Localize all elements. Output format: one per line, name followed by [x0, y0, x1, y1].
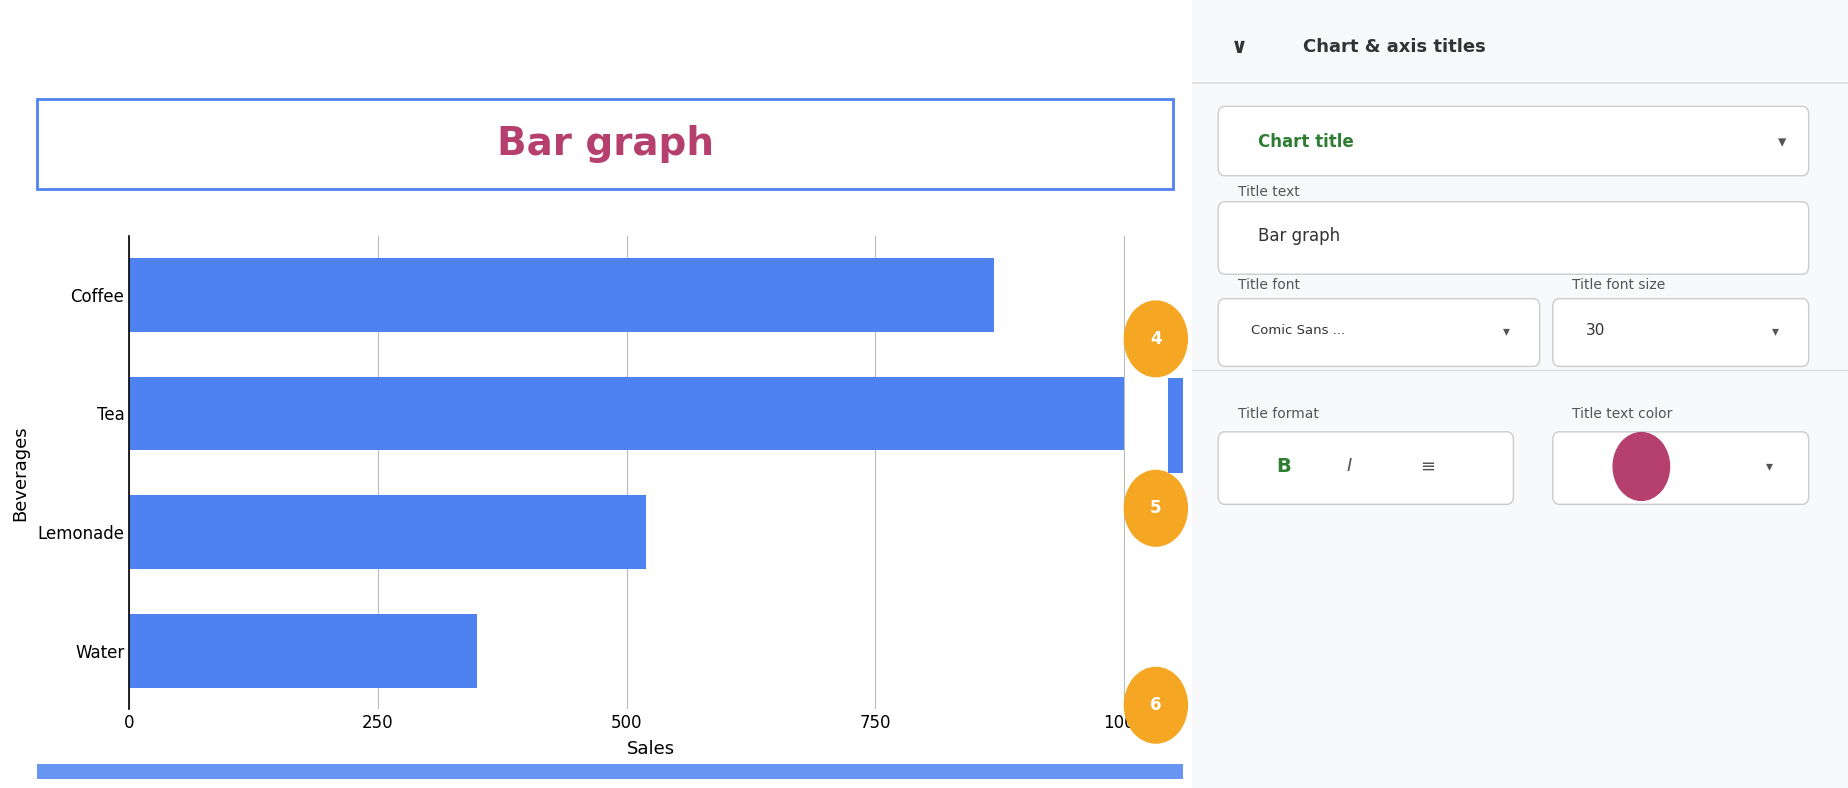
Bar — [129, 258, 994, 332]
Text: B: B — [1277, 457, 1292, 476]
FancyBboxPatch shape — [1552, 299, 1809, 366]
Text: Chart & axis titles: Chart & axis titles — [1303, 39, 1486, 56]
X-axis label: Sales: Sales — [626, 741, 676, 758]
Bar — [129, 377, 1124, 450]
Text: Bar graph: Bar graph — [497, 125, 713, 163]
Text: ▾: ▾ — [1778, 133, 1787, 151]
Text: Comic Sans ...: Comic Sans ... — [1251, 325, 1345, 337]
FancyBboxPatch shape — [1218, 432, 1514, 504]
Circle shape — [1124, 301, 1188, 377]
Text: 6: 6 — [1149, 697, 1162, 714]
Text: Chart title: Chart title — [1257, 133, 1353, 151]
Text: Title font: Title font — [1238, 278, 1299, 292]
Text: 5: 5 — [1149, 500, 1162, 517]
Text: Title text color: Title text color — [1573, 407, 1672, 421]
FancyBboxPatch shape — [1168, 378, 1183, 473]
Circle shape — [1613, 433, 1669, 500]
Y-axis label: Beverages: Beverages — [11, 425, 30, 521]
FancyBboxPatch shape — [1552, 432, 1809, 504]
Text: Title font size: Title font size — [1573, 278, 1665, 292]
Text: 4: 4 — [1149, 330, 1162, 348]
Text: ▾: ▾ — [1767, 459, 1772, 474]
FancyBboxPatch shape — [1218, 299, 1539, 366]
FancyBboxPatch shape — [1218, 106, 1809, 176]
FancyBboxPatch shape — [1218, 202, 1809, 274]
Text: I: I — [1347, 458, 1353, 475]
Circle shape — [1124, 667, 1188, 743]
Text: 30: 30 — [1586, 323, 1604, 339]
Text: ∨: ∨ — [1231, 37, 1247, 58]
Bar — [129, 496, 647, 569]
FancyBboxPatch shape — [37, 764, 1183, 779]
Text: ▾: ▾ — [1772, 324, 1780, 338]
FancyBboxPatch shape — [1192, 0, 1848, 788]
Text: ▾: ▾ — [1504, 324, 1510, 338]
Text: ≡: ≡ — [1421, 458, 1436, 475]
Text: Title format: Title format — [1238, 407, 1319, 421]
Text: Title text: Title text — [1238, 185, 1299, 199]
FancyBboxPatch shape — [37, 98, 1173, 189]
Circle shape — [1124, 470, 1188, 546]
Text: Bar graph: Bar graph — [1257, 228, 1340, 245]
Bar — [129, 614, 477, 688]
